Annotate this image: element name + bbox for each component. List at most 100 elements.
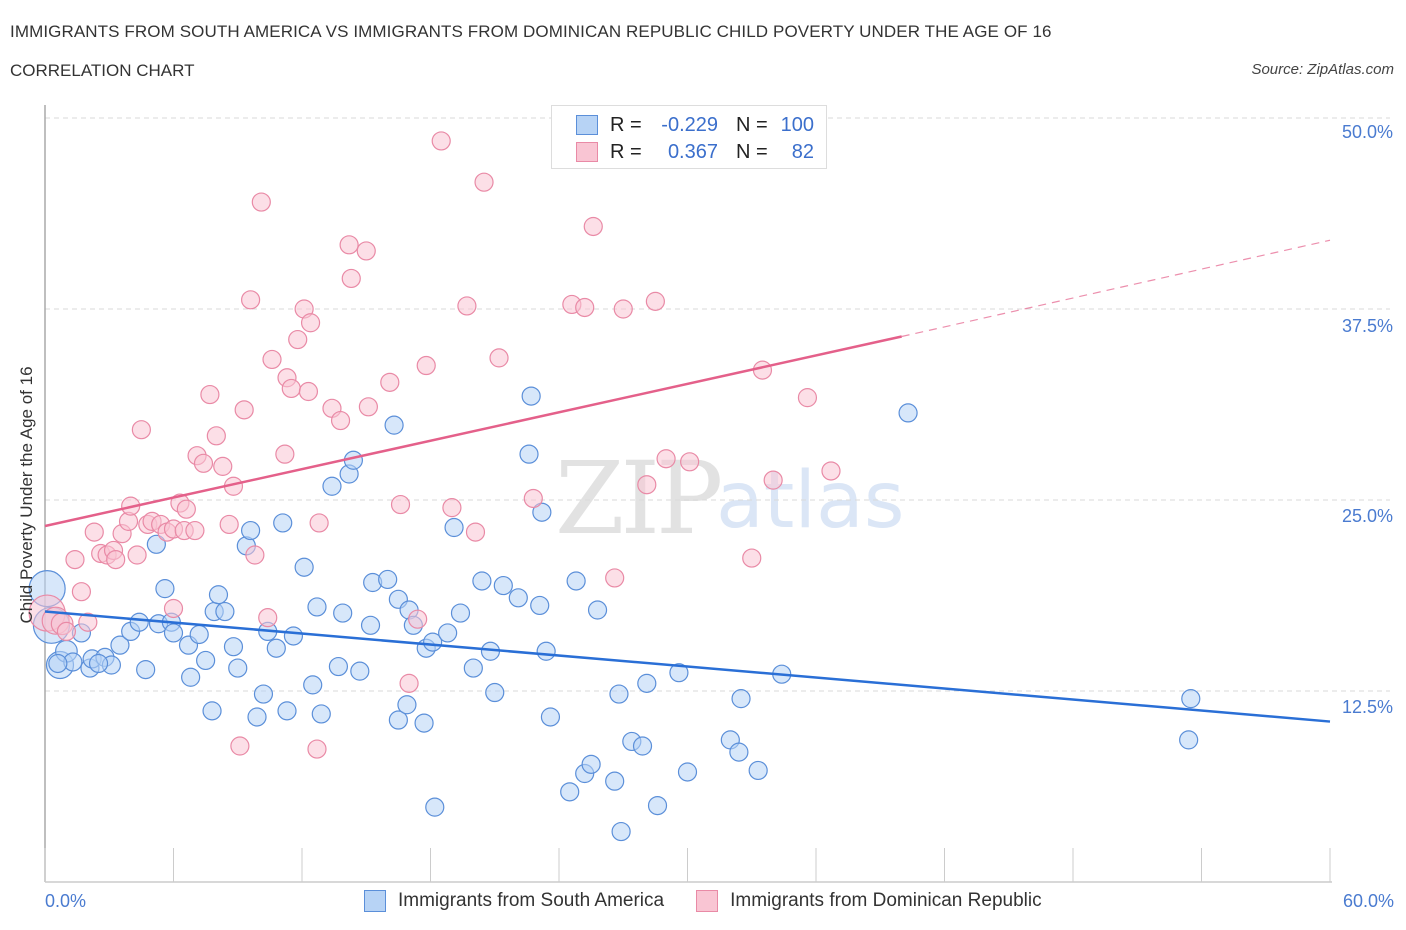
data-point: [575, 297, 595, 318]
data-point: [213, 456, 233, 476]
trend-line-extension: [901, 239, 1331, 338]
data-point: [356, 241, 376, 261]
data-point: [78, 612, 98, 632]
data-point: [333, 603, 353, 623]
data-point: [530, 595, 550, 616]
data-point: [414, 713, 434, 733]
data-point: [645, 291, 665, 311]
data-point: [247, 707, 267, 727]
data-point: [307, 597, 327, 617]
data-point: [262, 349, 282, 370]
blue-swatch-icon: [364, 890, 386, 912]
data-point: [742, 548, 762, 568]
data-point: [241, 520, 261, 541]
data-point: [215, 601, 235, 622]
data-point: [399, 673, 419, 693]
data-point: [136, 660, 156, 680]
data-point: [350, 661, 370, 681]
data-point: [729, 742, 749, 762]
data-point: [821, 461, 841, 481]
data-point: [176, 499, 196, 519]
data-point: [294, 557, 314, 577]
legend-item-south-america[interactable]: Immigrants from South America: [364, 890, 664, 912]
data-point: [309, 513, 329, 533]
correlation-legend: R = -0.229 N = 100 R = 0.367 N = 82: [551, 105, 827, 169]
data-point: [288, 329, 308, 350]
data-point: [360, 615, 381, 635]
data-point: [65, 549, 85, 570]
legend-row-dominican-republic: R = 0.367 N = 82: [576, 140, 814, 164]
data-point: [560, 782, 580, 802]
data-point: [416, 355, 436, 376]
r-value: -0.229: [661, 113, 718, 136]
data-point: [637, 475, 657, 495]
data-point: [442, 498, 462, 518]
data-point: [613, 299, 633, 319]
legend-item-dominican-republic[interactable]: Immigrants from Dominican Republic: [696, 890, 1042, 912]
data-point: [632, 736, 653, 756]
data-point: [457, 296, 477, 316]
y-axis-label: Child Poverty Under the Age of 16: [17, 366, 36, 624]
data-point: [611, 821, 631, 842]
source-label: Source: ZipAtlas.com: [1251, 61, 1394, 78]
data-point: [234, 400, 254, 420]
data-point: [463, 658, 483, 678]
data-point: [298, 381, 319, 402]
series-south-america: [28, 386, 1201, 842]
y-tick-label: 12.5%: [1341, 697, 1393, 717]
data-point: [605, 771, 625, 791]
data-point: [71, 582, 92, 602]
data-point: [266, 638, 286, 658]
data-point: [146, 534, 166, 554]
data-point: [275, 444, 295, 464]
data-point: [200, 384, 220, 405]
data-point: [438, 623, 458, 643]
data-point: [485, 682, 505, 703]
data-point: [566, 571, 586, 591]
data-point: [680, 452, 700, 472]
data-point: [587, 600, 608, 620]
data-point: [223, 637, 244, 657]
data-point: [748, 760, 768, 781]
data-point: [465, 522, 486, 542]
data-point: [508, 588, 528, 608]
data-point: [131, 420, 151, 440]
data-point: [898, 403, 918, 423]
axes: [44, 105, 1332, 883]
data-point: [155, 579, 175, 599]
data-point: [358, 397, 378, 417]
x-tick-label: 60.0%: [1342, 891, 1394, 911]
data-point: [273, 513, 293, 533]
data-point: [731, 689, 751, 709]
data-point: [390, 494, 411, 515]
gridlines: [45, 117, 1390, 692]
data-point: [196, 650, 216, 671]
legend-label: Immigrants from Dominican Republic: [730, 890, 1042, 911]
chart-subtitle: CORRELATION CHART: [10, 61, 195, 80]
data-point: [163, 623, 184, 643]
data-point: [193, 453, 214, 473]
data-point: [185, 520, 205, 541]
n-value: 100: [780, 113, 814, 136]
data-point: [110, 635, 130, 655]
data-point: [48, 653, 68, 674]
data-point: [208, 585, 229, 605]
data-point: [283, 626, 304, 646]
n-value: 82: [791, 140, 814, 163]
data-point: [397, 695, 417, 715]
data-point: [536, 641, 556, 661]
series-dominican-republic: [28, 131, 841, 759]
data-point: [127, 545, 147, 565]
data-point: [677, 762, 698, 782]
data-point: [489, 348, 509, 368]
data-point: [583, 216, 603, 237]
data-point: [519, 444, 539, 464]
data-point: [189, 624, 209, 645]
data-point: [245, 545, 265, 565]
chart-title: IMMIGRANTS FROM SOUTH AMERICA VS IMMIGRA…: [10, 22, 1052, 41]
watermark-atlas: atlas: [716, 456, 905, 546]
data-point: [669, 663, 689, 683]
x-tick-label: 0.0%: [45, 891, 87, 911]
data-point: [163, 598, 184, 619]
